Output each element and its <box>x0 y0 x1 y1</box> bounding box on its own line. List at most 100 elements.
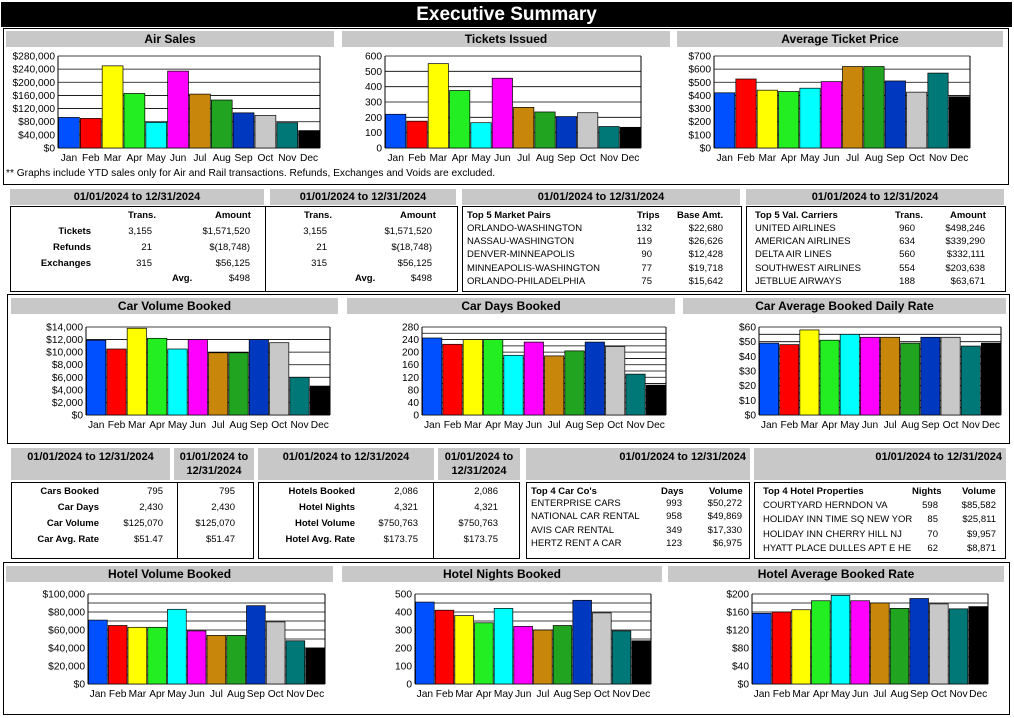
air-avg-value: $498 <box>228 273 250 284</box>
x-tick-label: Aug <box>213 153 231 164</box>
hotel-prop-name: HOLIDAY INN CHERRY HILL NJ <box>763 528 902 540</box>
y-tick-label: $0 <box>738 680 750 691</box>
air-row-label: Exchanges <box>40 258 91 269</box>
x-tick-label: Oct <box>268 689 284 700</box>
x-tick-label: Feb <box>773 689 791 700</box>
hotel-summary-value-2: 2,086 <box>474 486 498 497</box>
x-tick-label: Jan <box>90 689 106 700</box>
x-tick-label: Mar <box>128 420 146 431</box>
x-tick-label: Jun <box>494 153 510 164</box>
bar <box>167 608 187 685</box>
hotel-summary-label: Hotel Volume <box>295 518 355 529</box>
market-pair-trips: 75 <box>641 275 652 287</box>
bar <box>555 116 577 149</box>
hotel-top-date-range: 01/01/2024 to 12/31/2024 <box>754 448 1006 480</box>
carrier-trans: 554 <box>899 262 915 274</box>
car-summary-box-2 <box>177 482 254 559</box>
car-date-range-2: 01/01/2024 to 12/31/2024 <box>174 448 254 480</box>
x-tick-label: Aug <box>536 153 554 164</box>
hotel-date-range-1: 01/01/2024 to 12/31/2024 <box>258 448 434 480</box>
car-summary-value: $51.47 <box>133 534 163 545</box>
carrier-trans: 960 <box>899 223 915 234</box>
bar <box>276 122 299 149</box>
bar <box>513 107 535 149</box>
bar <box>980 342 1001 416</box>
x-tick-label: Nov <box>286 689 305 700</box>
y-tick-label: $120,000 <box>13 104 56 115</box>
x-tick-label: Jun <box>526 420 542 431</box>
hotel-prop-name: COURTYARD HERNDON VA <box>763 500 888 511</box>
x-tick-label: Dec <box>950 153 968 164</box>
air-row-amount: $1,571,520 <box>202 226 250 237</box>
hotel-prop-nights: 85 <box>927 514 938 526</box>
x-tick-label: Jul <box>548 420 561 431</box>
x-tick-label: Jun <box>823 153 839 164</box>
bar <box>434 609 455 685</box>
x-tick-label: Jul <box>193 153 206 164</box>
x-tick-label: Jan <box>417 689 433 700</box>
air-row-trans: 3,155 <box>128 226 152 237</box>
hotel-summary-value-2: 4,321 <box>474 502 498 513</box>
hotel-summary-box <box>258 482 434 559</box>
carrier-name: JETBLUE AIRWAYS <box>755 275 842 287</box>
bar <box>415 601 435 685</box>
carrier-name: SOUTHWEST AIRLINES <box>755 262 861 274</box>
x-tick-label: Jun <box>190 420 206 431</box>
bar <box>968 606 988 685</box>
market-pair-name: ORLANDO-PHILADELPHIA <box>467 275 586 287</box>
carrier-amount: $63,671 <box>950 275 985 287</box>
y-tick-label: $80,000 <box>18 117 55 128</box>
bar <box>503 354 524 416</box>
y-tick-label: 400 <box>395 608 412 619</box>
bar <box>454 615 474 685</box>
air-row-trans: 315 <box>311 258 327 269</box>
hotel-volume-title: Hotel Volume Booked <box>6 566 333 582</box>
bar <box>811 600 831 685</box>
bar <box>779 344 800 416</box>
hotel-prop-nights: 62 <box>927 542 938 554</box>
car-co-name: ENTERPRISE CARS <box>531 498 621 509</box>
bar <box>534 111 556 149</box>
x-tick-label: Oct <box>943 420 959 431</box>
x-tick-label: May <box>840 420 860 431</box>
bar <box>842 66 864 149</box>
x-tick-label: Feb <box>444 420 462 431</box>
car-summary-value: $125,070 <box>123 518 163 529</box>
bar <box>305 647 325 685</box>
x-tick-label: Sep <box>573 689 591 700</box>
bar <box>265 621 286 685</box>
carrier-amount: $498,246 <box>945 223 985 234</box>
bar <box>839 333 860 416</box>
x-tick-label: Jul <box>846 153 859 164</box>
y-tick-label: 200 <box>395 644 412 655</box>
air-row-amount: $1,571,520 <box>384 226 432 237</box>
x-tick-label: Feb <box>109 689 127 700</box>
bar <box>759 342 780 416</box>
bar <box>493 608 514 685</box>
bar <box>208 352 229 416</box>
car-co-volume: $50,272 <box>707 498 742 509</box>
x-tick-label: Jun <box>170 153 186 164</box>
x-tick-label: Oct <box>271 420 287 431</box>
x-tick-label: Jul <box>210 689 223 700</box>
y-tick-label: $4,000 <box>52 385 83 396</box>
hotel-avg-rate-title: Hotel Average Booked Rate <box>668 566 1004 582</box>
y-tick-label: 120 <box>402 373 419 384</box>
air-avg-label: Avg. <box>172 273 193 284</box>
x-tick-label: Apr <box>149 420 165 431</box>
x-tick-label: Apr <box>485 420 501 431</box>
car-co-volume: $49,869 <box>707 511 742 523</box>
y-tick-label: $10,000 <box>46 348 83 359</box>
x-tick-label: Jul <box>884 420 897 431</box>
x-tick-label: Dec <box>632 689 650 700</box>
bar <box>552 625 573 685</box>
x-tick-label: Sep <box>235 153 253 164</box>
y-tick-label: $80 <box>732 644 749 655</box>
air-row-trans: 3,155 <box>303 226 327 237</box>
y-tick-label: $0 <box>700 144 712 155</box>
air-avg-value: $498 <box>410 273 432 284</box>
bar <box>611 630 632 685</box>
hotel-date-range-2: 01/01/2024 to 12/31/2024 <box>438 448 520 480</box>
